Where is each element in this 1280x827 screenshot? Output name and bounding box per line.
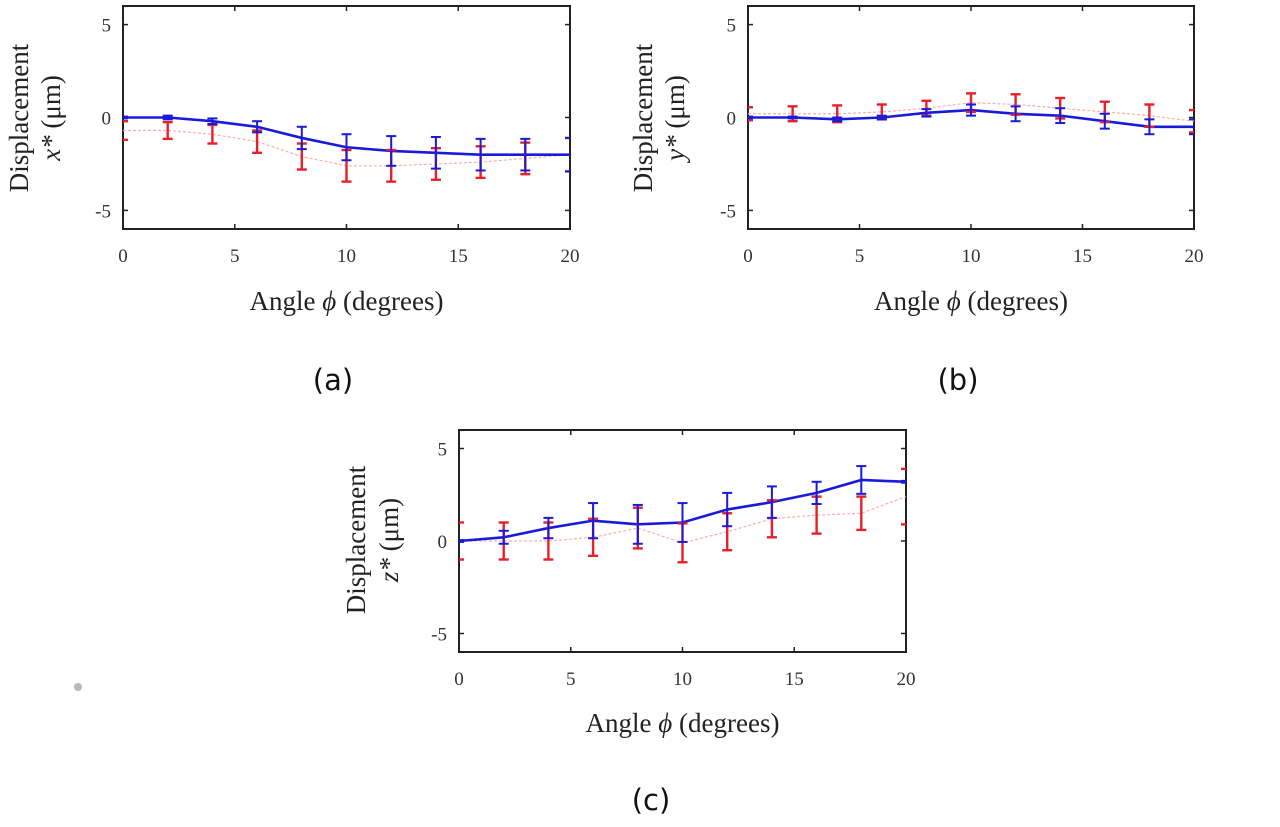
error-bar-blue [459,539,464,543]
y-axis-label-variable: y* [660,135,690,164]
x-tick-label: 5 [566,669,576,690]
error-bar-blue [252,120,263,134]
y-tick-label: 5 [438,440,448,461]
y-axis-label-line1: Displacement [4,43,34,192]
x-tick-label: 10 [673,669,692,690]
y-axis-label-unit: (μm) [660,75,690,135]
error-bar-blue [832,116,843,123]
chart-panel-c: 0 5 10 15 20 5 0 -5 Angle ϕ (degrees) Displacemen… [341,429,916,738]
error-bar-blue [876,114,887,121]
x-tick-label: 20 [561,246,580,267]
x-tick-label: 10 [337,246,356,267]
x-axis-label-unit: (degrees) [336,286,443,316]
error-bar-blue [811,480,822,505]
error-bar-blue [1144,118,1155,136]
error-bar-blue [766,485,777,519]
y-tick-label: 5 [727,16,737,37]
error-bar-blue [296,125,307,151]
y-axis-label-unit: (μm) [374,498,404,558]
y-tick-label: 0 [102,109,112,130]
x-tick-label: 15 [785,669,804,690]
y-axis-label-line2: x* (μm) [36,75,66,162]
x-axis-label: Angle ϕ (degrees) [874,286,1068,316]
x-tick-label: 0 [118,246,128,267]
y-axis-label-line2: y* (μm) [660,75,690,164]
x-tick-label: 5 [230,246,240,267]
x-tick-label: 15 [1073,246,1092,267]
y-axis-label-line1: Displacement [341,465,371,614]
error-bar-blue [677,502,688,543]
error-bar-red [162,120,173,141]
x-axis-label-text: Angle [586,708,659,738]
y-axis-label-line1: Displacement [628,43,658,192]
error-bar-blue [543,516,554,540]
x-axis-label-symbol: ϕ [322,286,336,316]
y-tick-label: -5 [431,625,447,646]
error-bar-blue [588,502,599,540]
error-bar-blue [787,115,798,120]
error-bar-blue [207,117,218,126]
error-bar-blue [475,137,486,172]
y-axis-label-unit: (μm) [36,75,66,135]
x-axis-label: Angle ϕ (degrees) [250,286,444,316]
error-bar-red [459,521,464,561]
error-bar-blue [341,133,352,162]
y-axis-label-variable: x* [36,135,66,162]
error-bar-blue [498,529,509,545]
error-bar-blue [966,103,976,117]
error-bar-red [856,495,867,532]
error-bar-blue [921,108,932,118]
error-bar-blue [1189,118,1194,136]
x-tick-label: 20 [897,669,916,690]
error-bar-red [748,106,753,122]
x-tick-label: 15 [449,246,468,267]
chart-panel-a: 0 5 10 15 20 5 0 -5 Angle ϕ (degrees) Displacemen… [4,5,580,316]
error-bar-blue [1055,107,1066,125]
x-axis-label-unit: (degrees) [672,708,779,738]
x-axis-label-symbol: ϕ [947,286,961,316]
error-bar-blue [123,115,128,120]
caption-c: (c) [632,783,671,817]
error-bar-blue [722,491,733,528]
error-bar-blue [856,465,867,495]
x-axis-label-text: Angle [874,286,947,316]
error-bar-blue [632,503,643,545]
x-axis-label: Angle ϕ (degrees) [586,708,780,738]
x-axis-label-text: Angle [250,286,323,316]
x-axis-label-unit: (degrees) [961,286,1068,316]
x-tick-label: 0 [743,246,753,267]
chart-panel-b: 0 5 10 15 20 5 0 -5 Angle ϕ (degrees) Displacemen… [628,5,1204,316]
error-bar-blue [520,137,531,172]
x-tick-label: 5 [855,246,865,267]
stray-dot [74,683,82,691]
y-axis-label-line2: z* (μm) [374,498,404,583]
y-tick-label: 0 [727,109,737,130]
caption-a: (a) [313,363,353,397]
error-bar-blue [430,136,441,170]
plot-area-frame [122,5,571,230]
error-bar-blue [386,135,397,167]
y-tick-label: 0 [438,532,448,553]
x-tick-label: 10 [962,246,981,267]
y-axis-label-variable: z* [374,558,404,584]
x-axis-label-symbol: ϕ [658,708,672,738]
y-tick-label: 5 [102,16,112,37]
error-bar-red [901,467,906,526]
error-bar-blue [565,136,570,173]
error-bar-blue [748,115,753,120]
error-bar-red [123,120,128,142]
error-bar-blue [1099,112,1110,130]
y-tick-label: -5 [720,201,736,222]
series-line-red [748,102,1195,122]
error-bar-red [1189,108,1194,134]
error-bar-blue [1010,105,1021,123]
x-tick-label: 0 [454,669,464,690]
y-tick-label: -5 [95,201,111,222]
error-bar-blue [162,114,173,121]
x-tick-label: 20 [1185,246,1204,267]
caption-b: (b) [937,363,978,397]
error-bar-blue [901,479,906,484]
